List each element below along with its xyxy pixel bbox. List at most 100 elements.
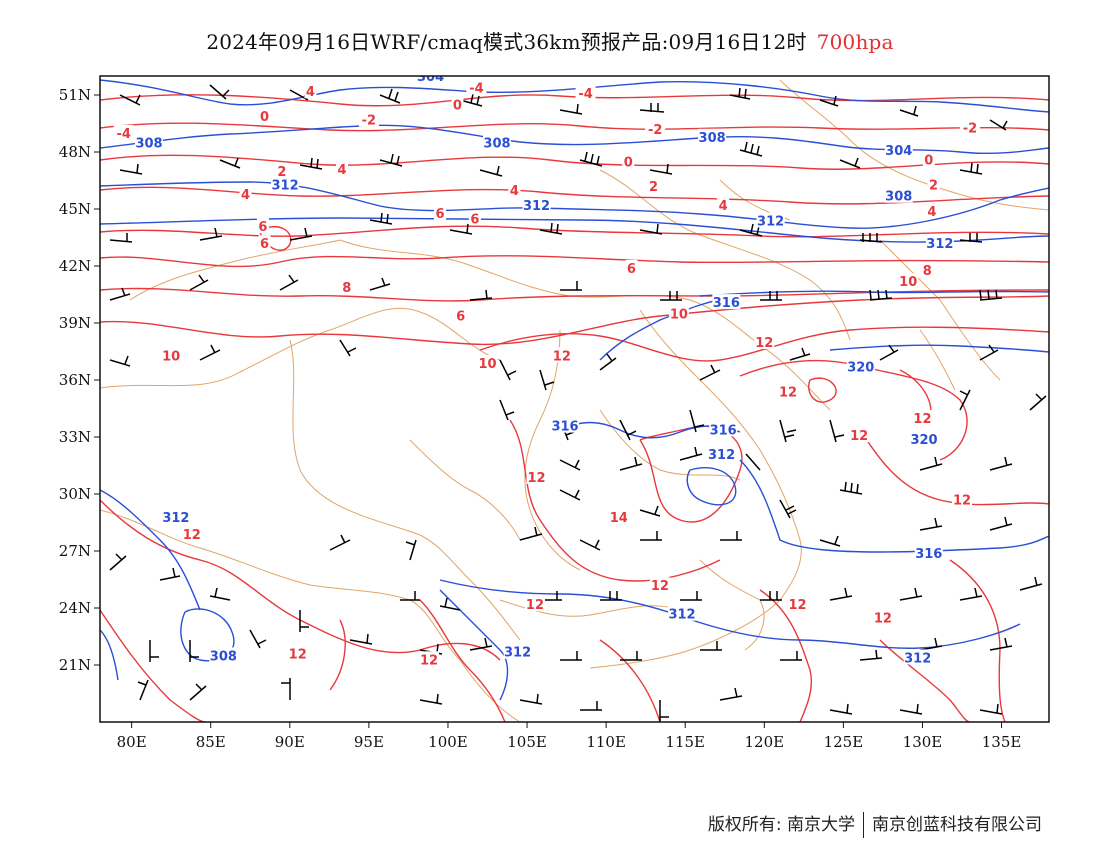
temperature-label: -4 — [575, 85, 596, 102]
temperature-label: 6 — [468, 210, 481, 228]
height-label-text: 316 — [915, 547, 942, 562]
temperature-label-bg — [778, 383, 799, 399]
lon-tick-label: 85E — [196, 733, 226, 751]
temperature-label-bg — [872, 609, 893, 625]
temperature-label: 4 — [239, 185, 252, 203]
temperature-label: 4 — [925, 202, 938, 220]
height-label-bg — [522, 197, 551, 213]
temperature-label: 0 — [922, 151, 935, 169]
temperature-label-bg — [927, 176, 940, 192]
temperature-label-text: 4 — [510, 184, 519, 199]
height-label-text: 304 — [417, 70, 444, 85]
temperature-label: 12 — [649, 577, 670, 594]
temperature-label-text: 6 — [260, 237, 269, 252]
height-label-text: 308 — [699, 131, 726, 146]
height-label-text: 304 — [654, 64, 681, 79]
height-label-text: 308 — [210, 650, 237, 665]
lat-tick-label: 24N — [59, 599, 91, 617]
temperature-label-bg — [524, 596, 545, 612]
temperature-label-text: -4 — [578, 87, 592, 102]
temperature-label-text: 12 — [553, 349, 571, 364]
temperature-label-text: 4 — [927, 205, 936, 220]
temperature-label-bg — [358, 111, 379, 127]
temperature-label-text: 0 — [624, 156, 633, 171]
lat-tick-label: 51N — [59, 86, 91, 104]
height-label: 308 — [698, 128, 727, 146]
temperature-label: 8 — [921, 261, 934, 279]
temperature-label-text: 4 — [337, 163, 346, 178]
temperature-label: -4 — [466, 79, 487, 96]
lon-tick-label: 80E — [117, 733, 147, 751]
height-label-text: 312 — [904, 651, 931, 666]
lon-tick-label: 110E — [586, 733, 626, 751]
temperature-label: 6 — [256, 218, 269, 235]
height-label: 316 — [709, 421, 738, 438]
height-label-text: 316 — [710, 423, 737, 438]
temperature-label: 6 — [454, 307, 467, 324]
height-label: 308 — [482, 134, 511, 152]
temperature-label-bg — [787, 596, 808, 612]
temperature-label-text: 12 — [788, 598, 806, 613]
height-label-bg — [712, 294, 741, 310]
temperature-label-text: 8 — [923, 264, 932, 279]
lon-tick-label: 115E — [665, 733, 705, 751]
height-label-bg — [698, 128, 727, 144]
temperature-label-text: 12 — [953, 494, 971, 509]
temperature-label: 12 — [418, 651, 439, 668]
lon-tick-label: 90E — [275, 733, 305, 751]
height-label-bg — [551, 417, 580, 433]
height-label-bg — [925, 235, 954, 251]
temperature-label: 12 — [526, 468, 547, 486]
temperature-label: 4 — [335, 161, 348, 178]
temperature-label-bg — [239, 185, 252, 201]
temperature-label: 10 — [477, 354, 498, 372]
temperature-label: 6 — [258, 235, 271, 252]
height-label: 312 — [903, 649, 932, 666]
height-label-bg — [271, 176, 300, 192]
height-label-text: 320 — [847, 361, 874, 376]
temperature-label: 10 — [668, 305, 689, 323]
temperature-label: 12 — [551, 347, 572, 364]
contour-labels: 4 0 -2 0 -4 -4 -2 -2 -4 0 0 2 4 2 2 4 4 4 4 6 6 6 6 6 8 8 6 10 10 10 1… — [113, 64, 980, 668]
temperature-label-bg — [912, 410, 933, 425]
temperature-label-bg — [622, 153, 635, 169]
temperature-label: 12 — [181, 525, 202, 543]
height-label-bg — [668, 605, 697, 621]
temperature-label: 6 — [434, 204, 447, 222]
lat-tick-label: 21N — [59, 656, 91, 674]
temperature-label: 12 — [524, 596, 545, 613]
lat-tick-label: 33N — [59, 428, 91, 446]
height-label-text: 312 — [271, 178, 298, 193]
height-label-bg — [135, 134, 164, 150]
height-label: 316 — [712, 294, 741, 311]
height-label: 304 — [416, 70, 445, 85]
temperature-label-bg — [608, 508, 629, 524]
lon-tick-label: 120E — [745, 733, 785, 751]
height-label-bg — [416, 76, 445, 83]
height-label-bg — [914, 544, 943, 560]
height-label-text: 308 — [483, 137, 510, 152]
height-label-text: 316 — [713, 296, 740, 311]
height-label: 320 — [910, 430, 939, 448]
temperature-label-text: -2 — [963, 121, 977, 136]
temperature-label-bg — [304, 83, 317, 99]
height-label-bg — [482, 134, 511, 150]
height-label-bg — [707, 446, 736, 462]
height-label-text: 312 — [926, 237, 953, 252]
temperature-label-text: 0 — [453, 99, 462, 114]
temperature-label-bg — [668, 305, 689, 321]
temperature-label-bg — [451, 96, 464, 112]
temperature-label-text: 12 — [913, 412, 931, 427]
temperature-label-text: 12 — [874, 612, 892, 627]
lat-tick-label: 42N — [59, 257, 91, 275]
temperature-label-text: 12 — [651, 579, 669, 594]
height-label-bg — [709, 421, 738, 437]
temperature-label-text: 0 — [260, 110, 269, 125]
height-label-text: 312 — [162, 511, 189, 526]
height-label: 312 — [271, 176, 300, 193]
height-label: 312 — [522, 197, 551, 214]
temperature-label-text: 12 — [289, 648, 307, 663]
temperature-label: 4 — [508, 182, 521, 199]
height-label-text: 312 — [757, 214, 784, 229]
temperature-label-text: 12 — [183, 528, 201, 543]
